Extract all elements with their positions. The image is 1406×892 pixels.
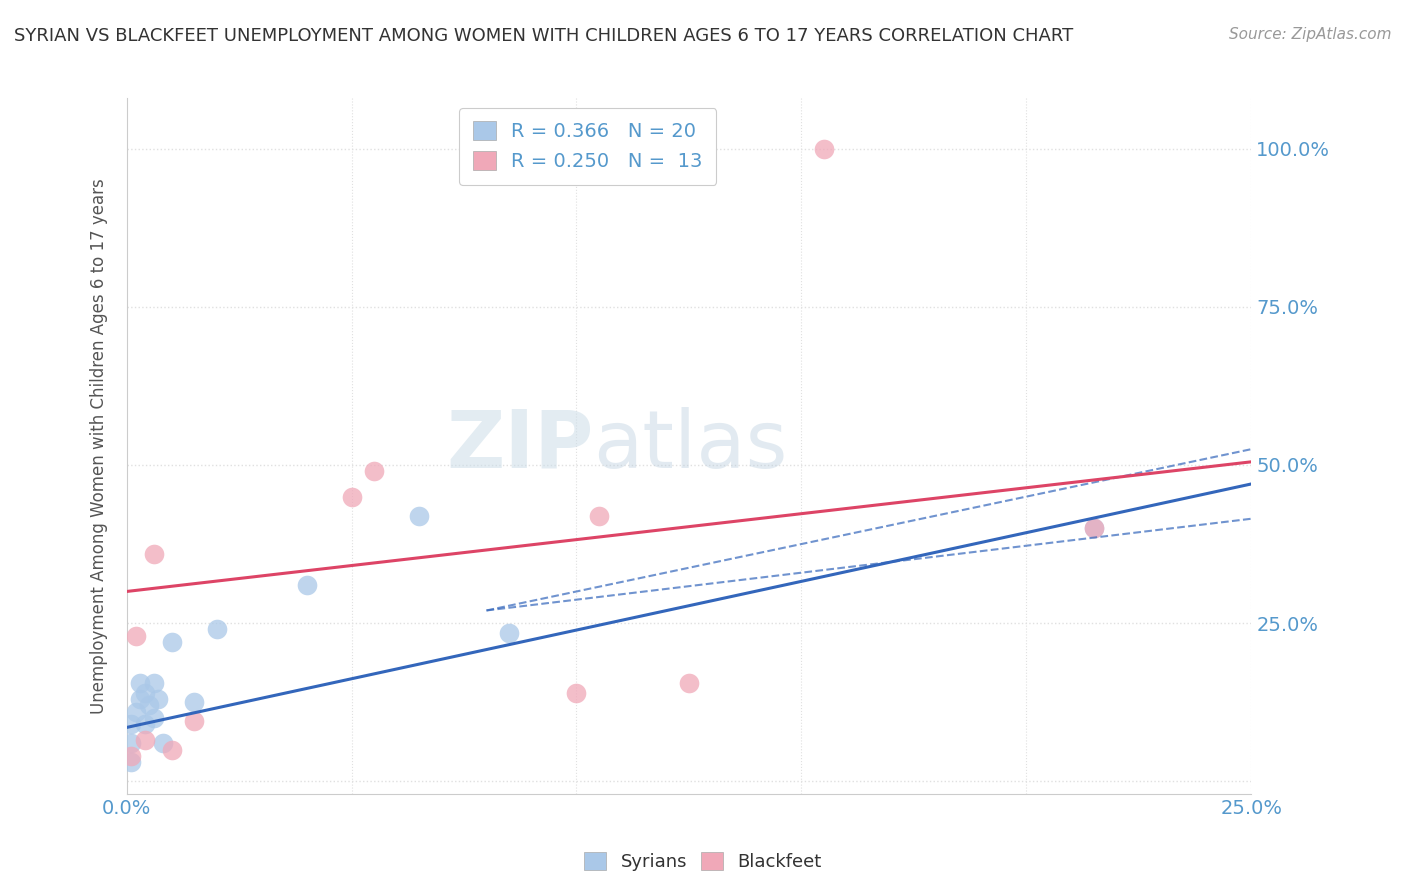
Point (142, 547, 165, 561)
Point (1083, 521, 1105, 535)
Point (134, 686, 156, 700)
Point (129, 692, 152, 706)
Point (124, 705, 146, 719)
Point (408, 508, 430, 523)
Point (363, 464, 385, 478)
Point (120, 736, 142, 750)
Point (142, 676, 165, 690)
Point (160, 635, 183, 649)
Point (120, 748, 142, 763)
Text: SYRIAN VS BLACKFEET UNEMPLOYMENT AMONG WOMEN WITH CHILDREN AGES 6 TO 17 YEARS CO: SYRIAN VS BLACKFEET UNEMPLOYMENT AMONG W… (14, 27, 1073, 45)
Point (295, 578, 318, 592)
Point (129, 676, 152, 690)
Point (678, 676, 700, 690)
Legend: R = 0.366   N = 20, R = 0.250   N =  13: R = 0.366 N = 20, R = 0.250 N = 13 (458, 108, 717, 185)
Point (205, 623, 228, 637)
Point (1083, 521, 1105, 535)
Y-axis label: Unemployment Among Women with Children Ages 6 to 17 years: Unemployment Among Women with Children A… (90, 178, 108, 714)
Point (183, 695, 205, 709)
Point (134, 717, 156, 731)
Point (498, 625, 520, 640)
Point (183, 714, 205, 728)
Point (142, 711, 165, 725)
Point (120, 717, 142, 731)
Point (134, 733, 156, 747)
Point (813, 142, 835, 156)
Point (340, 490, 363, 504)
Point (152, 736, 174, 750)
Legend: Syrians, Blackfeet: Syrians, Blackfeet (576, 846, 830, 879)
Text: atlas: atlas (593, 407, 787, 485)
Point (138, 698, 160, 713)
Point (160, 742, 183, 756)
Point (565, 686, 588, 700)
Text: ZIP: ZIP (446, 407, 593, 485)
Point (588, 508, 610, 523)
Point (146, 692, 169, 706)
Text: Source: ZipAtlas.com: Source: ZipAtlas.com (1229, 27, 1392, 42)
Point (120, 756, 142, 770)
Point (124, 629, 146, 643)
